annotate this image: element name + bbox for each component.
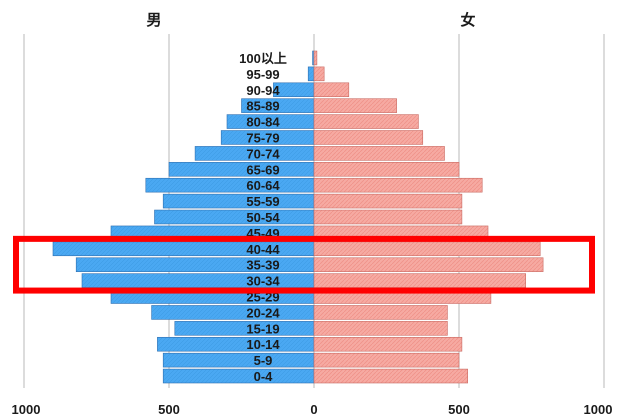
male-bar-50-54	[154, 209, 315, 225]
female-bar-40-44	[313, 241, 541, 257]
age-label-75-79: 75-79	[246, 130, 279, 145]
age-label-80-84: 80-84	[246, 115, 280, 130]
female-bar-80-84	[313, 114, 419, 129]
age-label-100以上: 100以上	[239, 51, 287, 66]
female-bar-20-24	[313, 305, 448, 320]
female-bar-75-79	[313, 130, 424, 145]
age-label-15-19: 15-19	[246, 321, 279, 336]
age-labels: 0-45-910-1415-1920-2425-2930-3435-3940-4…	[239, 51, 287, 384]
female-bar-5-9	[313, 352, 460, 368]
male-bar-5-9	[162, 352, 315, 368]
x-tick-label: 0	[310, 402, 317, 417]
age-label-5-9: 5-9	[254, 353, 273, 368]
female-bar-85-89	[313, 98, 397, 113]
age-label-20-24: 20-24	[246, 305, 280, 320]
female-label: 女	[460, 11, 475, 29]
age-label-55-59: 55-59	[246, 194, 279, 209]
age-label-40-44: 40-44	[246, 242, 280, 257]
x-tick-label: 500	[448, 402, 470, 417]
age-label-70-74: 70-74	[246, 146, 280, 161]
female-bar-60-64	[313, 177, 483, 193]
female-bar-70-74	[313, 146, 445, 161]
female-bar-95-99	[313, 66, 325, 82]
age-label-60-64: 60-64	[246, 178, 280, 193]
female-bar-0-4	[313, 368, 468, 384]
age-label-10-14: 10-14	[246, 337, 280, 352]
age-label-95-99: 95-99	[246, 67, 279, 82]
male-bar-55-59	[162, 193, 315, 209]
age-label-0-4: 0-4	[254, 369, 274, 384]
x-tick-label: 1000	[584, 402, 613, 417]
age-label-65-69: 65-69	[246, 162, 279, 177]
age-label-35-39: 35-39	[246, 258, 279, 273]
male-bar-0-4	[162, 368, 315, 384]
age-label-90-94: 90-94	[246, 83, 280, 98]
x-tick-label: 500	[158, 402, 180, 417]
male-label: 男	[146, 11, 161, 29]
male-bar-20-24	[151, 305, 315, 320]
female-bar-15-19	[313, 321, 448, 336]
x-tick-label: 1000	[12, 402, 41, 417]
male-bar-95-99	[307, 66, 315, 82]
male-bar-65-69	[168, 162, 315, 177]
female-bar-35-39	[313, 257, 544, 272]
female-bar-10-14	[313, 336, 463, 352]
male-bar-15-19	[174, 321, 315, 336]
age-label-30-34: 30-34	[246, 274, 280, 289]
female-bar-55-59	[313, 193, 463, 209]
male-bar-60-64	[145, 177, 315, 193]
male-bar-10-14	[157, 336, 315, 352]
age-label-85-89: 85-89	[246, 99, 279, 114]
highlight-box	[13, 235, 595, 294]
x-axis-tick-labels: 1000 500 0 500 1000	[12, 402, 613, 417]
age-label-50-54: 50-54	[246, 210, 280, 225]
female-bar-50-54	[313, 209, 463, 225]
female-bar-30-34	[313, 273, 526, 288]
female-bar-90-94	[313, 82, 350, 98]
female-bar-65-69	[313, 162, 460, 177]
female-bar-100以上	[313, 50, 318, 66]
bars	[52, 50, 544, 384]
